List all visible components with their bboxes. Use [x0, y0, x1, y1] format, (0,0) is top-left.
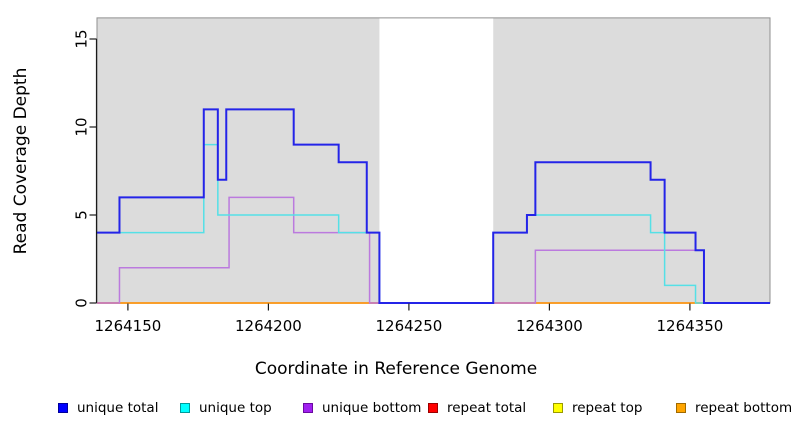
- series-line-unique-bottom: [97, 196, 770, 304]
- y-axis-title: Read Coverage Depth: [11, 67, 31, 255]
- legend-label: unique total: [77, 400, 159, 416]
- legend-label: repeat top: [572, 400, 643, 416]
- y-tick-label: 0: [73, 298, 91, 308]
- x-tick-label: 1264200: [235, 317, 302, 335]
- legend-swatch-unique-bottom: [303, 403, 313, 413]
- legend-swatch-repeat-bottom: [676, 403, 686, 413]
- legend-swatch-unique-total: [58, 403, 68, 413]
- legend-item-unique-bottom: unique bottom: [303, 401, 421, 415]
- y-tick-label: 15: [73, 29, 91, 48]
- y-tick-label: 10: [73, 117, 91, 136]
- legend-item-repeat-bottom: repeat bottom: [676, 401, 792, 415]
- x-tick-label: 1264250: [376, 317, 443, 335]
- legend-label: unique top: [199, 400, 272, 416]
- legend-swatch-repeat-top: [553, 403, 563, 413]
- legend-label: unique bottom: [322, 400, 422, 416]
- x-axis-title: Coordinate in Reference Genome: [254, 359, 538, 379]
- x-tick-label: 1264300: [516, 317, 583, 335]
- legend-item-repeat-total: repeat total: [428, 401, 526, 415]
- legend-swatch-unique-top: [180, 403, 190, 413]
- x-tick-label: 1264350: [657, 317, 724, 335]
- legend-item-unique-total: unique total: [58, 401, 158, 415]
- legend-swatch-repeat-total: [428, 403, 438, 413]
- y-tick-label: 5: [73, 210, 91, 220]
- legend-label: repeat total: [447, 400, 527, 416]
- legend-label: repeat bottom: [695, 400, 792, 416]
- x-tick-label: 1264150: [95, 317, 162, 335]
- shaded-region: [493, 17, 770, 303]
- series-line-unique-total: [97, 108, 770, 304]
- legend-item-repeat-top: repeat top: [553, 401, 642, 415]
- shaded-region: [97, 17, 380, 303]
- legend-item-unique-top: unique top: [180, 401, 272, 415]
